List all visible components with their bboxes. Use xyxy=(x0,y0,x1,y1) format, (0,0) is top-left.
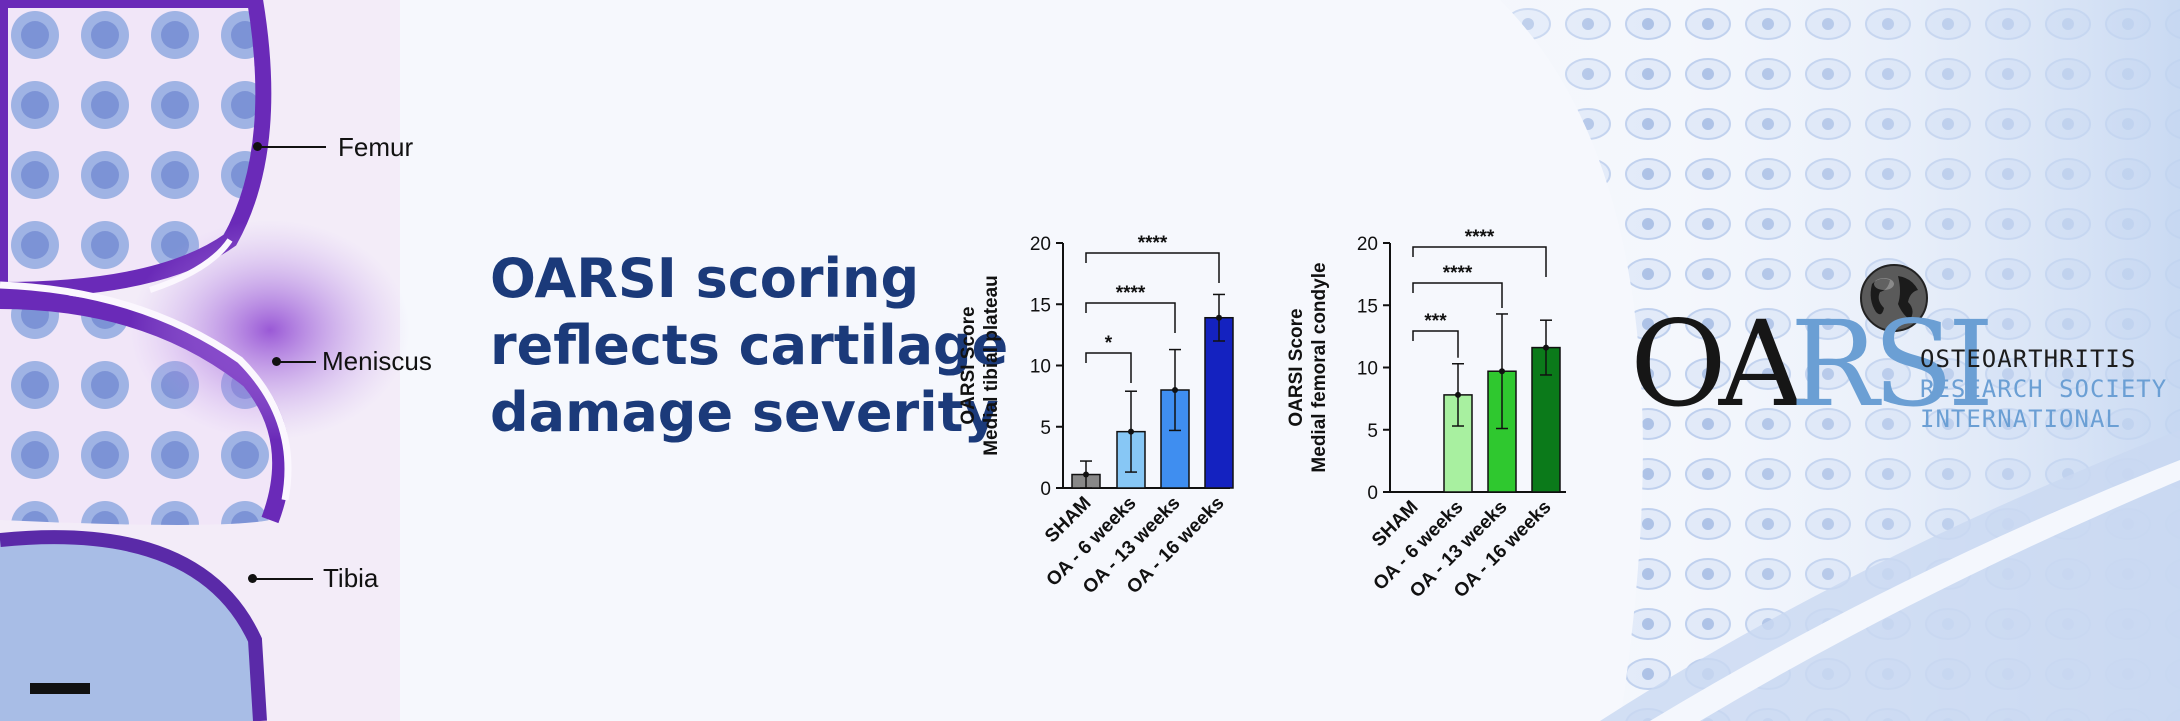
globe-icon xyxy=(1860,264,1928,332)
headline-line-3: damage severity xyxy=(490,381,999,444)
chart1-significance-bracket xyxy=(1085,302,1176,333)
oarsi-logo: OA RSI OSTEOARTHRITIS RESEARCH SOCIETY I… xyxy=(1630,264,2166,445)
meniscus-pointer-line xyxy=(277,361,316,363)
chart2-bar xyxy=(1487,370,1517,493)
tibia-pointer-line xyxy=(253,578,313,580)
scale-bar xyxy=(30,683,90,694)
chart1-bar xyxy=(1204,316,1234,489)
chart1-mean-point xyxy=(1172,387,1178,393)
chart1-y-tick-label: 0 xyxy=(1040,479,1051,500)
chart2-mean-point xyxy=(1455,391,1461,398)
femur-pointer-line xyxy=(258,146,326,148)
logo-line-3: INTERNATIONAL xyxy=(1920,405,2121,433)
chart1-y-tick-label: 5 xyxy=(1040,418,1051,439)
chart2-y-tick-label: 20 xyxy=(1357,234,1378,255)
chart2-significance-label: *** xyxy=(1424,311,1447,332)
headline-line-2: reflects cartilage xyxy=(490,314,1009,377)
logo-line-2: RESEARCH SOCIETY xyxy=(1920,375,2168,403)
chart2-mean-point xyxy=(1543,344,1549,351)
chart1-y-axis-label-line-1: OARSI Score xyxy=(958,306,979,424)
chart1-mean-point xyxy=(1128,428,1134,435)
meniscus-pointer-dot xyxy=(272,357,281,366)
chart2-significance-bracket xyxy=(1412,246,1547,277)
chart1-significance-bracket xyxy=(1085,252,1220,283)
chart2-y-tick-label: 5 xyxy=(1367,421,1378,442)
logo-rsi-mark: RSI xyxy=(1790,295,1994,433)
tibia-label: Tibia xyxy=(323,563,379,593)
chart1-significance-label: **** xyxy=(1138,233,1168,254)
chart1-y-tick-label: 10 xyxy=(1030,357,1051,378)
chart2-significance-label: **** xyxy=(1443,263,1473,284)
chart1-y-tick-label: 15 xyxy=(1030,295,1051,316)
headline: OARSI scoring reflects cartilage damage … xyxy=(490,245,1009,446)
chart2-significance-bracket xyxy=(1412,282,1503,308)
chart1-mean-point xyxy=(1216,314,1222,321)
chart1-mean-point xyxy=(1083,471,1089,478)
chart2-significance-label: **** xyxy=(1465,227,1495,248)
femur-pointer-dot xyxy=(253,142,262,151)
chart1-y-axis-label-line-2: Medial tibial plateau xyxy=(981,275,1002,456)
headline-line-1: OARSI scoring xyxy=(490,247,920,310)
chart1-significance-bracket xyxy=(1085,352,1132,383)
logo-oa-mark: OA xyxy=(1630,295,1804,433)
chart2-significance-bracket xyxy=(1412,330,1459,358)
chart2-mean-point xyxy=(1499,368,1505,375)
tibia-pointer-dot xyxy=(248,574,257,583)
chart1-significance-label: * xyxy=(1105,333,1113,354)
meniscus-label: Meniscus xyxy=(322,346,432,376)
logo-line-1: OSTEOARTHRITIS xyxy=(1920,345,2137,373)
femur-label: Femur xyxy=(338,132,414,162)
chart2-y-axis-label-line-2: Medial femoral condyle xyxy=(1309,262,1330,472)
chart1-y-tick-label: 20 xyxy=(1030,234,1051,255)
chart2-y-tick-label: 10 xyxy=(1357,359,1378,380)
chart2-y-axis-label-line-1: OARSI Score xyxy=(1286,308,1307,426)
chart1-significance-label: **** xyxy=(1116,283,1146,304)
chart2-y-tick-label: 0 xyxy=(1367,483,1378,504)
chart2-y-tick-label: 15 xyxy=(1357,296,1378,317)
